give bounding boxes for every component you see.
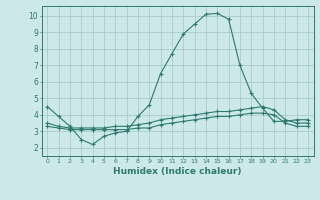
X-axis label: Humidex (Indice chaleur): Humidex (Indice chaleur) — [113, 167, 242, 176]
